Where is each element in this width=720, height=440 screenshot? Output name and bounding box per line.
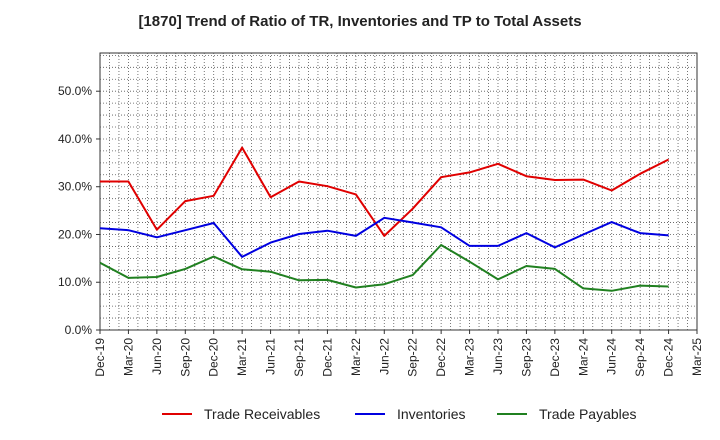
x-tick-label: Mar-21 bbox=[235, 338, 249, 376]
x-tick-label: Jun-24 bbox=[605, 338, 619, 375]
x-tick-label: Jun-20 bbox=[150, 338, 164, 375]
y-tick-label: 50.0% bbox=[58, 84, 92, 98]
y-tick-label: 30.0% bbox=[58, 180, 92, 194]
plot-frame bbox=[99, 52, 698, 331]
legend-label: Inventories bbox=[397, 406, 465, 422]
x-tick-label: Mar-22 bbox=[349, 338, 363, 376]
x-tick-label: Mar-20 bbox=[121, 338, 135, 376]
series-line-inventories bbox=[99, 216, 669, 258]
x-tick-label: Dec-22 bbox=[434, 338, 448, 377]
x-tick-label: Dec-20 bbox=[207, 338, 221, 377]
y-tick-label: 40.0% bbox=[58, 132, 92, 146]
x-tick-label: Jun-21 bbox=[264, 338, 278, 375]
x-tick-label: Mar-25 bbox=[690, 338, 704, 376]
chart-title: [1870] Trend of Ratio of TR, Inventories… bbox=[138, 13, 582, 30]
x-tick-label: Sep-24 bbox=[633, 338, 647, 377]
x-tick-label: Dec-23 bbox=[548, 338, 562, 377]
series-line-trade-payables bbox=[99, 244, 669, 292]
y-tick-label: 20.0% bbox=[58, 227, 92, 241]
legend-label: Trade Payables bbox=[539, 406, 637, 422]
y-tick-label: 10.0% bbox=[58, 275, 92, 289]
legend: Trade Receivables Inventories Trade Payabl… bbox=[162, 406, 637, 422]
series-layer bbox=[99, 146, 670, 292]
x-tick-label: Mar-24 bbox=[576, 338, 590, 376]
y-tick-label: 0.0% bbox=[65, 323, 93, 337]
x-tick-label: Sep-21 bbox=[292, 338, 306, 377]
x-tick-label: Sep-22 bbox=[406, 338, 420, 377]
axis-layer: 0.0% 10.0% 20.0% 30.0% 40.0% 50.0% Dec-19 Mar-2… bbox=[58, 84, 704, 376]
series-line-trade-receivables bbox=[100, 146, 670, 237]
x-tick-label: Dec-21 bbox=[320, 338, 334, 377]
x-tick-label: Jun-22 bbox=[377, 338, 391, 375]
x-tick-label: Dec-24 bbox=[662, 338, 676, 377]
legend-label: Trade Receivables bbox=[204, 406, 320, 422]
x-tick-label: Sep-20 bbox=[178, 338, 192, 377]
x-tick-label: Jun-23 bbox=[491, 338, 505, 375]
x-tick-label: Sep-23 bbox=[519, 338, 533, 377]
grid-layer bbox=[99, 52, 698, 331]
x-tick-label: Mar-23 bbox=[463, 338, 477, 376]
x-tick-label: Dec-19 bbox=[93, 338, 107, 377]
